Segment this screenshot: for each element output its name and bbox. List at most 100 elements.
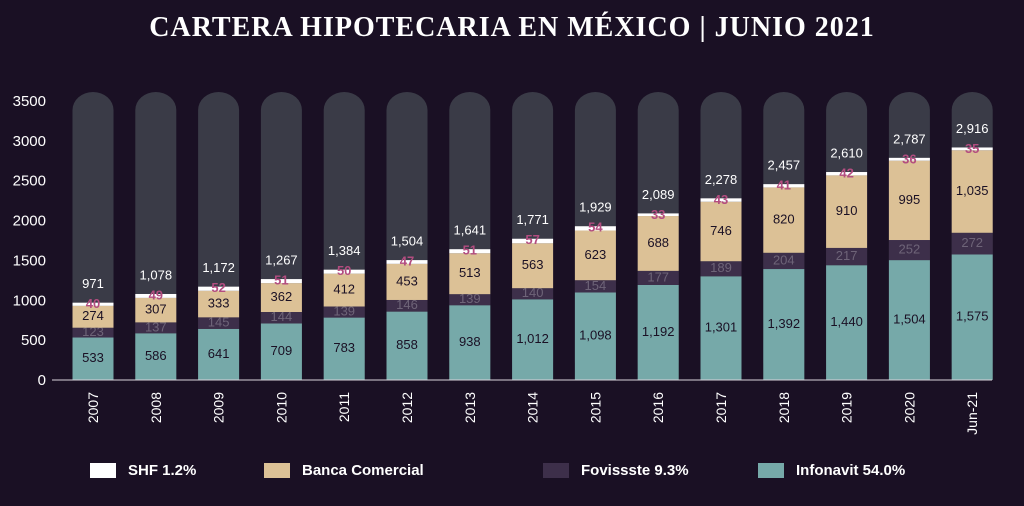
data-label: 412 <box>333 282 355 297</box>
x-tick-label: 2019 <box>839 392 855 423</box>
bar-segment <box>763 269 805 380</box>
bar-segment <box>449 305 491 380</box>
bar-segment <box>512 243 554 289</box>
data-label: 177 <box>647 269 669 284</box>
bar-segment <box>323 306 365 318</box>
legend-item-shf: SHF 1.2% <box>90 462 196 479</box>
bar-segment <box>574 226 616 231</box>
bar-segment <box>512 238 554 244</box>
bar-segment <box>951 150 993 233</box>
data-label: 307 <box>145 302 167 317</box>
bar-segment <box>951 254 993 380</box>
data-label: 146 <box>396 297 418 312</box>
total-label: 2,089 <box>642 187 675 202</box>
x-tick-label: 2012 <box>399 392 415 423</box>
y-tick-label: 500 <box>21 332 46 349</box>
data-label: 42 <box>839 165 853 180</box>
data-label: 1,098 <box>579 328 612 343</box>
legend-item-banca: Banca Comercial <box>264 462 424 479</box>
bar-segment <box>260 312 302 324</box>
bar-segment <box>72 302 114 306</box>
bar-segment <box>637 284 679 380</box>
bar-segment <box>323 317 365 380</box>
bar-segment <box>198 317 240 329</box>
bar-segment <box>826 265 868 380</box>
total-label: 1,078 <box>140 267 173 282</box>
legend-label-fovissste: Fovissste 9.3% <box>581 462 689 479</box>
bar-segment <box>512 299 554 380</box>
data-label: 1,301 <box>705 320 738 335</box>
data-label: 1,440 <box>830 314 863 329</box>
data-label: 52 <box>211 280 225 295</box>
bar-segment <box>198 290 240 318</box>
data-label: 1,575 <box>956 309 989 324</box>
bar-segment <box>72 305 114 328</box>
bar-segment <box>763 252 805 270</box>
data-label: 137 <box>145 319 167 334</box>
bar-segment <box>386 299 428 312</box>
bar-segment <box>386 263 428 300</box>
data-label: 57 <box>525 232 539 247</box>
data-label: 252 <box>899 242 921 257</box>
bar-segment <box>888 157 930 161</box>
data-label: 140 <box>522 285 544 300</box>
x-tick-label: 2014 <box>525 392 541 423</box>
x-tick-label: 2007 <box>85 392 101 423</box>
bar-segment <box>323 269 365 274</box>
data-label: 513 <box>459 265 481 280</box>
data-label: 995 <box>899 192 921 207</box>
total-label: 1,384 <box>328 243 361 258</box>
bar-segment <box>386 260 428 264</box>
bar-segment <box>951 147 993 151</box>
bar-segment <box>512 288 554 300</box>
legend-label-banca: Banca Comercial <box>302 462 424 479</box>
data-label: 43 <box>714 192 728 207</box>
bar-segment <box>763 187 805 253</box>
x-tick-label: 2018 <box>776 392 792 423</box>
data-label: 40 <box>86 296 100 311</box>
data-label: 1,392 <box>768 316 801 331</box>
data-label: 274 <box>82 308 104 323</box>
data-label: 783 <box>333 340 355 355</box>
data-label: 362 <box>271 289 293 304</box>
total-label: 1,641 <box>454 223 487 238</box>
bar-segment <box>637 216 679 271</box>
bar-segment <box>700 276 742 380</box>
total-label: 1,504 <box>391 234 424 249</box>
bar-segment <box>888 160 930 241</box>
data-label: 54 <box>588 220 603 235</box>
bar-segment <box>574 280 616 293</box>
total-label: 1,929 <box>579 200 612 215</box>
bar-segment <box>449 294 491 306</box>
data-label: 453 <box>396 273 418 288</box>
x-tick-label: 2016 <box>650 392 666 423</box>
legend-item-infonavit: Infonavit 54.0% <box>758 462 905 479</box>
legend: SHF 1.2% Banca Comercial Fovissste 9.3% … <box>0 462 1024 486</box>
x-tick-label: 2017 <box>713 392 729 423</box>
data-label: 688 <box>647 235 669 250</box>
data-label: 586 <box>145 348 167 363</box>
data-label: 41 <box>777 178 791 193</box>
x-tick-label: 2011 <box>336 392 352 422</box>
bar-segment <box>198 328 240 380</box>
data-label: 50 <box>337 263 351 278</box>
x-tick-label: 2008 <box>148 392 164 423</box>
total-label: 971 <box>82 276 104 291</box>
y-tick-label: 2500 <box>13 173 46 190</box>
data-label: 641 <box>208 346 230 361</box>
y-tick-label: 1000 <box>13 292 46 309</box>
data-label: 1,192 <box>642 324 675 339</box>
bar-segment <box>826 172 868 176</box>
data-label: 533 <box>82 350 104 365</box>
bar-segment <box>135 297 177 323</box>
bar-segment <box>323 273 365 307</box>
legend-label-infonavit: Infonavit 54.0% <box>796 462 906 479</box>
data-label: 35 <box>965 141 979 156</box>
bar-segment <box>763 184 805 188</box>
x-tick-label: 2015 <box>587 392 603 423</box>
y-tick-label: 2000 <box>13 213 46 230</box>
legend-item-fovissste: Fovissste 9.3% <box>543 462 689 479</box>
bar-segment <box>386 311 428 380</box>
data-label: 51 <box>274 273 288 288</box>
